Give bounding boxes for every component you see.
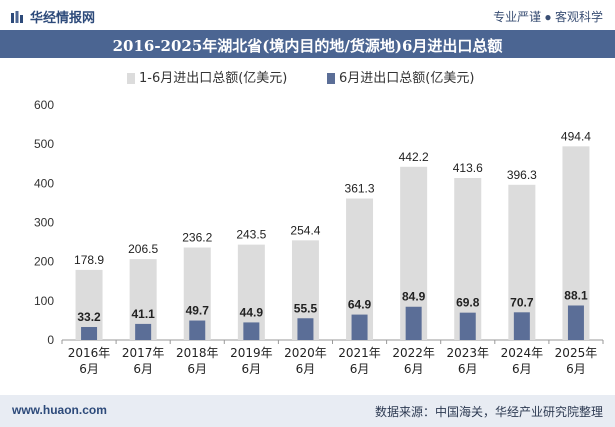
- data-label-june: 41.1: [131, 307, 155, 321]
- data-label-june: 84.9: [402, 290, 426, 304]
- x-tick-label: 2021年 6月: [338, 346, 381, 376]
- data-label-total: 361.3: [345, 181, 375, 195]
- x-tick-label: 2023年 6月: [446, 346, 489, 376]
- data-label-total: 254.4: [290, 223, 320, 237]
- bar-june: [189, 320, 206, 340]
- tagline: 专业严谨 ● 客观科学: [493, 10, 603, 24]
- x-tick-label: 2019年 6月: [230, 346, 273, 376]
- x-tick-label: 2024年 6月: [501, 346, 544, 376]
- x-tick-label: 2020年 6月: [284, 346, 327, 376]
- bar-june: [459, 312, 476, 340]
- title-bar: 2016-2025年湖北省(境内目的地/货源地)6月进出口总额: [0, 30, 615, 58]
- brand-name: 华经情报网: [30, 10, 96, 25]
- data-label-total: 413.6: [453, 161, 483, 175]
- bar-chart: 0 100 200 300 400 500 600 178.9 33.2 2016年 6月 206.5…: [34, 71, 604, 376]
- legend-label-total: 1-6月进出口总额(亿美元): [139, 71, 287, 86]
- data-label-june: 69.8: [456, 296, 480, 310]
- bar-june: [513, 312, 530, 340]
- data-label-total: 243.5: [236, 228, 266, 242]
- data-label-june: 70.7: [510, 295, 534, 309]
- data-label-june: 64.9: [348, 298, 372, 312]
- data-label-total: 236.2: [182, 230, 212, 244]
- bar-june: [297, 318, 314, 340]
- chart-title: 2016-2025年湖北省(境内目的地/货源地)6月进出口总额: [112, 37, 503, 55]
- footer-site-link[interactable]: www.huaon.com: [12, 403, 107, 417]
- footer: www.huaon.com 数据来源：中国海关，华经产业研究院整理: [0, 395, 615, 427]
- x-tick-label: 2025年 6月: [555, 346, 598, 376]
- x-tick-label: 2018年 6月: [176, 346, 219, 376]
- brand-logo-icon: [11, 10, 23, 23]
- top-bar: 华经情报网 专业严谨 ● 客观科学: [0, 0, 615, 30]
- data-label-total: 396.3: [507, 168, 537, 182]
- bar-june: [135, 323, 152, 340]
- data-label-total: 442.2: [399, 150, 429, 164]
- x-tick-label: 2016年 6月: [68, 346, 111, 376]
- data-label-june: 49.7: [186, 304, 210, 318]
- x-tick-label: 2017年 6月: [122, 346, 165, 376]
- x-tick-label: 2022年 6月: [392, 346, 435, 376]
- data-label-total: 494.4: [561, 129, 591, 143]
- data-label-june: 88.1: [564, 288, 588, 302]
- y-tick-label: 0: [47, 333, 54, 347]
- y-tick-label: 600: [34, 98, 54, 112]
- y-tick-label: 300: [34, 216, 54, 230]
- legend-swatch-june: [327, 73, 335, 84]
- data-label-total: 178.9: [74, 253, 104, 267]
- bar-june: [567, 305, 584, 340]
- data-label-total: 206.5: [128, 242, 158, 256]
- y-tick-label: 500: [34, 137, 54, 151]
- data-label-june: 33.2: [77, 310, 101, 324]
- y-tick-label: 200: [34, 255, 54, 269]
- bar-june: [405, 306, 422, 340]
- bar-june: [351, 314, 368, 340]
- bar-june: [243, 322, 260, 340]
- legend-swatch-total: [127, 73, 135, 84]
- legend-label-june: 6月进出口总额(亿美元): [339, 71, 474, 86]
- data-label-june: 44.9: [240, 305, 264, 319]
- bar-june: [81, 326, 98, 340]
- data-label-june: 55.5: [294, 301, 318, 315]
- y-tick-label: 400: [34, 176, 54, 190]
- data-source: 数据来源：中国海关，华经产业研究院整理: [374, 405, 603, 419]
- brand[interactable]: 华经情报网: [10, 7, 95, 26]
- y-tick-label: 100: [34, 294, 54, 308]
